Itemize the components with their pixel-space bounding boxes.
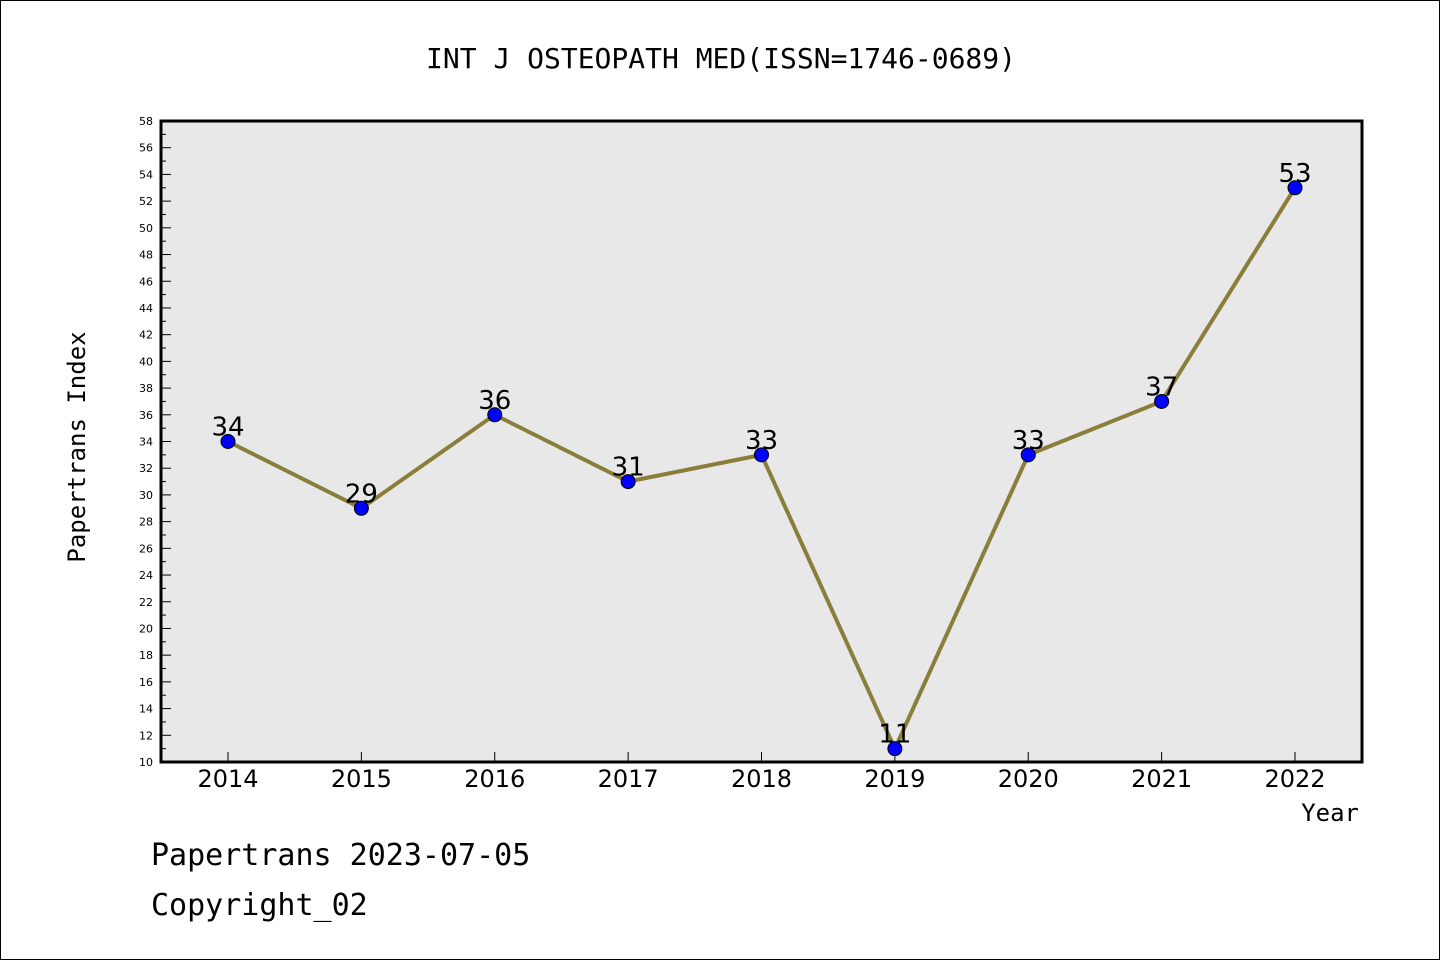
data-point (1154, 393, 1170, 409)
y-tick-label: 38 (139, 382, 153, 395)
x-tick-label: 2016 (464, 765, 525, 793)
y-tick-label: 56 (139, 142, 153, 155)
y-tick-label: 16 (139, 676, 153, 689)
x-tick-label: 2014 (197, 765, 258, 793)
y-tick-label: 20 (139, 622, 153, 635)
y-tick-label: 28 (139, 516, 153, 529)
data-point (1287, 180, 1303, 196)
y-tick-label: 34 (139, 436, 153, 449)
data-point (620, 474, 636, 490)
x-axis: 2014 2015 2016 2017 2018 2019 2020 2021 2022 (197, 752, 1326, 793)
y-tick-label: 18 (139, 649, 153, 662)
data-point (754, 447, 769, 463)
x-tick-label: 2020 (998, 765, 1059, 793)
x-tick-label: 2015 (331, 765, 392, 793)
data-label: 33 (745, 426, 778, 456)
y-tick-label: 32 (139, 462, 153, 475)
y-axis: 10 12 14 16 18 20 22 24 26 28 30 32 34 36 38 40 42 44 46 48… (139, 115, 171, 769)
chart-title: INT J OSTEOPATH MED(ISSN=1746-0689) (426, 42, 1016, 75)
data-label: 34 (211, 413, 244, 443)
y-tick-label: 24 (139, 569, 153, 582)
data-point (487, 407, 503, 423)
footer-copyright: Copyright_02 (151, 888, 368, 923)
y-tick-label: 10 (139, 756, 153, 769)
y-tick-label: 46 (139, 275, 153, 288)
y-tick-label: 42 (139, 329, 153, 342)
y-tick-label: 48 (139, 249, 153, 262)
x-tick-label: 2019 (864, 765, 925, 793)
y-tick-label: 30 (139, 489, 153, 502)
data-label: 11 (878, 720, 911, 750)
y-tick-label: 14 (139, 703, 153, 716)
data-labels: 34 29 36 31 33 11 33 37 53 (211, 159, 1311, 750)
data-label: 31 (612, 453, 645, 483)
x-tick-label: 2022 (1264, 765, 1325, 793)
data-point (353, 500, 369, 516)
x-axis-label: Year (1301, 799, 1359, 827)
footer-date: Papertrans 2023-07-05 (151, 838, 530, 873)
plot-area (159, 119, 1364, 764)
data-label: 33 (1012, 426, 1045, 456)
y-tick-label: 26 (139, 542, 153, 555)
y-tick-label: 50 (139, 222, 153, 235)
y-tick-label: 52 (139, 195, 153, 208)
y-tick-label: 58 (139, 115, 153, 128)
y-tick-label: 36 (139, 409, 153, 422)
y-tick-label: 12 (139, 729, 153, 742)
x-tick-label: 2017 (598, 765, 659, 793)
data-label: 36 (478, 386, 511, 416)
x-tick-label: 2021 (1131, 765, 1192, 793)
data-label: 37 (1145, 372, 1178, 402)
y-axis-label: Papertrans Index (63, 331, 91, 562)
y-tick-label: 54 (139, 168, 153, 181)
data-point (887, 741, 903, 757)
y-tick-label: 44 (139, 302, 153, 315)
data-points (220, 180, 1303, 757)
x-tick-label: 2018 (731, 765, 792, 793)
data-point (1020, 447, 1036, 463)
data-label: 29 (345, 479, 378, 509)
data-label: 53 (1278, 159, 1311, 189)
y-tick-label: 40 (139, 355, 153, 368)
y-tick-label: 22 (139, 596, 153, 609)
data-point (220, 434, 236, 449)
